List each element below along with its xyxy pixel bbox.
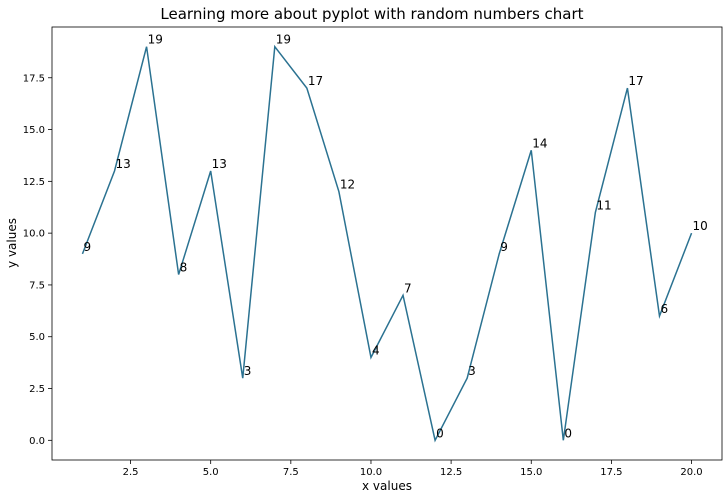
chart-title: Learning more about pyplot with random n… [160, 5, 583, 23]
y-axis-label: y values [5, 218, 19, 268]
data-label: 9 [83, 240, 91, 254]
x-tick-label: 5.0 [203, 467, 219, 478]
point-labels: 9 13 19 8 13 3 19 17 12 4 7 0 3 9 14 0 11 17 6 10 [83, 33, 707, 441]
data-label: 19 [148, 33, 163, 47]
y-tick-label: 7.5 [29, 280, 45, 291]
y-tick-label: 12.5 [23, 177, 45, 188]
data-label: 13 [116, 157, 131, 171]
data-label: 6 [660, 302, 668, 316]
x-tick-label: 2.5 [123, 467, 139, 478]
x-tick-label: 7.5 [283, 467, 299, 478]
y-tick-label: 5.0 [29, 332, 45, 343]
data-label: 19 [276, 33, 291, 47]
data-label: 0 [564, 426, 572, 440]
data-label: 0 [436, 426, 444, 440]
x-tick-label: 12.5 [440, 467, 462, 478]
series-line [81, 44, 693, 443]
y-tick-label: 15.0 [23, 125, 45, 136]
data-label: 11 [596, 198, 611, 212]
x-axis-label: x values [362, 479, 412, 493]
x-axis: 2.5 5.0 7.5 10.0 12.5 15.0 17.5 20.0 [123, 460, 703, 478]
data-label: 14 [532, 136, 547, 150]
y-axis: 0.0 2.5 5.0 7.5 10.0 12.5 15.0 17.5 [23, 73, 52, 447]
data-label: 10 [693, 219, 708, 233]
y-tick-label: 17.5 [23, 73, 45, 84]
data-label: 13 [212, 157, 227, 171]
data-label: 7 [404, 281, 412, 295]
data-label: 4 [372, 343, 380, 357]
data-label: 8 [180, 261, 188, 275]
x-tick-label: 10.0 [360, 467, 382, 478]
y-tick-label: 10.0 [23, 229, 45, 240]
x-tick-label: 17.5 [600, 467, 622, 478]
data-label: 9 [500, 240, 508, 254]
data-label: 17 [628, 74, 643, 88]
plot-area-frame [51, 26, 723, 461]
y-tick-label: 0.0 [29, 436, 45, 447]
data-label: 17 [308, 74, 323, 88]
data-label: 3 [244, 364, 252, 378]
data-label: 3 [468, 364, 476, 378]
x-tick-label: 20.0 [680, 467, 702, 478]
y-tick-label: 2.5 [29, 384, 45, 395]
x-tick-label: 15.0 [520, 467, 542, 478]
data-label: 12 [340, 178, 355, 192]
